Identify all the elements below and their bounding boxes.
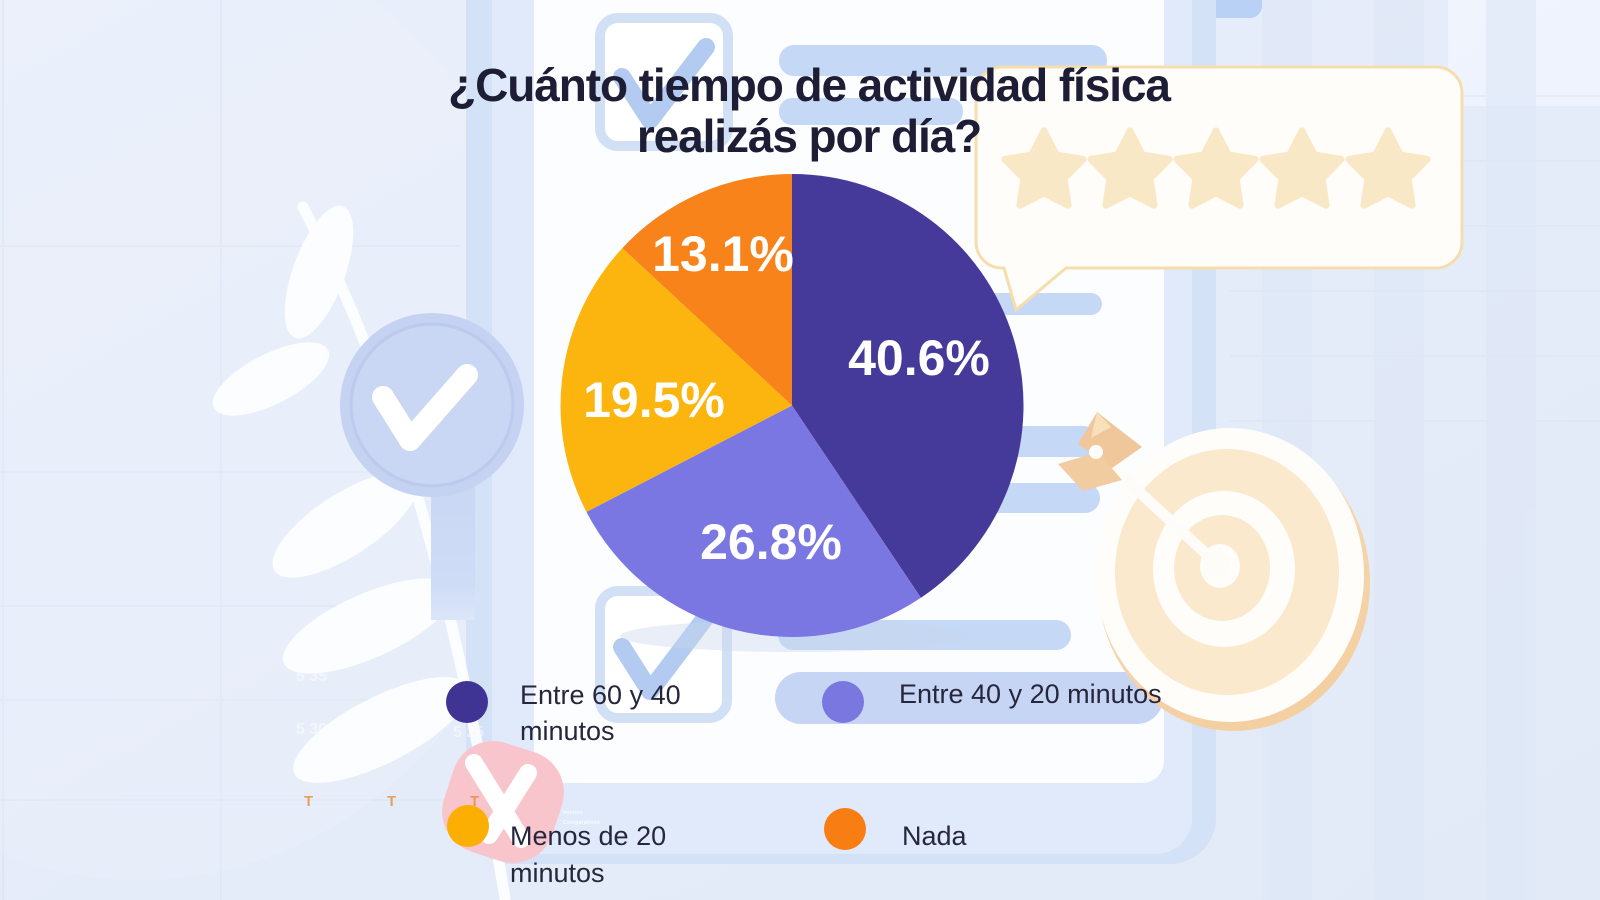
svg-text:40.6%: 40.6% <box>848 330 990 386</box>
svg-text:5 30: 5 30 <box>296 721 327 738</box>
svg-text:minutos: minutos <box>520 716 615 746</box>
svg-text:5 15: 5 15 <box>376 728 407 745</box>
svg-text:Menos de 20: Menos de 20 <box>510 821 666 851</box>
svg-text:minutos: minutos <box>510 858 605 888</box>
svg-text:19.5%: 19.5% <box>583 372 725 428</box>
svg-text:T: T <box>470 793 479 810</box>
svg-text:¿Cuánto tiempo de actividad fí: ¿Cuánto tiempo de actividad física <box>448 59 1171 111</box>
svg-text:26.8%: 26.8% <box>700 514 842 570</box>
svg-text:5 35: 5 35 <box>296 668 327 685</box>
svg-text:5 25: 5 25 <box>453 724 484 741</box>
svg-text:Intenso: Intenso <box>563 810 583 816</box>
svg-text:5 20: 5 20 <box>376 704 407 721</box>
svg-text:Entre 40 y 20 minutos: Entre 40 y 20 minutos <box>899 679 1162 709</box>
svg-text:13.1%: 13.1% <box>652 226 794 282</box>
svg-text:realizás por día?: realizás por día? <box>637 110 981 162</box>
svg-text:Comparativos: Comparativos <box>563 820 600 826</box>
svg-text:T: T <box>387 793 396 810</box>
svg-text:Nada: Nada <box>902 821 968 851</box>
svg-text:Entre 60 y 40: Entre 60 y 40 <box>520 680 681 710</box>
svg-text:T: T <box>304 793 313 810</box>
